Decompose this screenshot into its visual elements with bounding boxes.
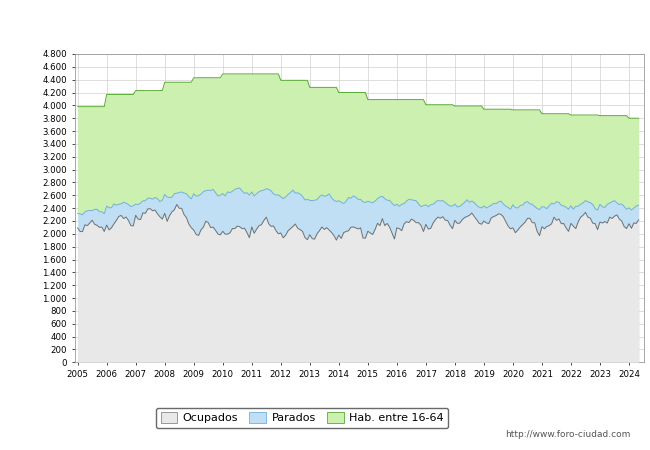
Text: Santo Domingo de la Calzada - Evolucion de la poblacion en edad de Trabajar Mayo: Santo Domingo de la Calzada - Evolucion … — [38, 18, 612, 29]
Legend: Ocupados, Parados, Hab. entre 16-64: Ocupados, Parados, Hab. entre 16-64 — [156, 408, 448, 428]
Text: http://www.foro-ciudad.com: http://www.foro-ciudad.com — [505, 430, 630, 439]
